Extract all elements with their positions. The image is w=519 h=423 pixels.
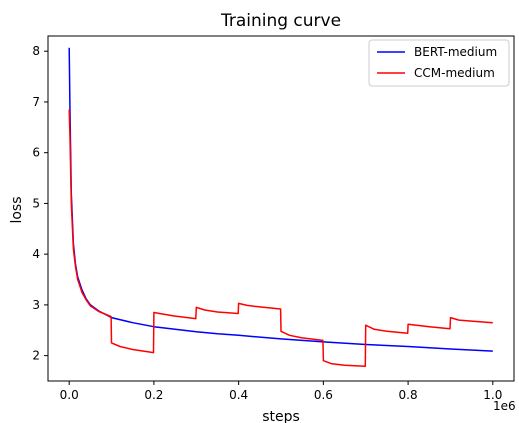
y-tick-label: 5: [32, 196, 40, 210]
chart-title: Training curve: [220, 11, 341, 31]
y-tick-label: 8: [32, 44, 40, 58]
legend-label-bert-medium: BERT-medium: [414, 45, 497, 59]
y-tick-label: 6: [32, 146, 40, 160]
x-tick-label: 0.8: [399, 388, 418, 402]
x-tick-label: 0.0: [60, 388, 79, 402]
plot-frame: [47, 35, 515, 382]
legend: BERT-medium CCM-medium: [368, 39, 510, 87]
y-axis-label: loss: [9, 196, 25, 223]
series-line-bert-medium: [68, 47, 493, 352]
x-tick-label: 1.0: [483, 388, 502, 402]
y-axis-ticks: 2 3 4 5 6 7 8: [32, 44, 48, 363]
y-tick-label: 2: [32, 349, 40, 363]
y-tick-label: 3: [32, 298, 40, 312]
legend-label-ccm-medium: CCM-medium: [414, 66, 495, 80]
series-layer: [68, 47, 493, 368]
x-offset-label: 1e6: [493, 399, 516, 413]
x-tick-label: 0.4: [229, 388, 248, 402]
x-tick-label: 0.6: [314, 388, 333, 402]
y-tick-label: 4: [32, 247, 40, 261]
x-axis-label: steps: [262, 409, 300, 423]
x-tick-label: 0.2: [144, 388, 163, 402]
series-line-ccm-medium: [68, 109, 493, 368]
x-axis-ticks: 0.0 0.2 0.4 0.6 0.8 1.0: [60, 381, 502, 402]
y-tick-label: 7: [32, 95, 40, 109]
